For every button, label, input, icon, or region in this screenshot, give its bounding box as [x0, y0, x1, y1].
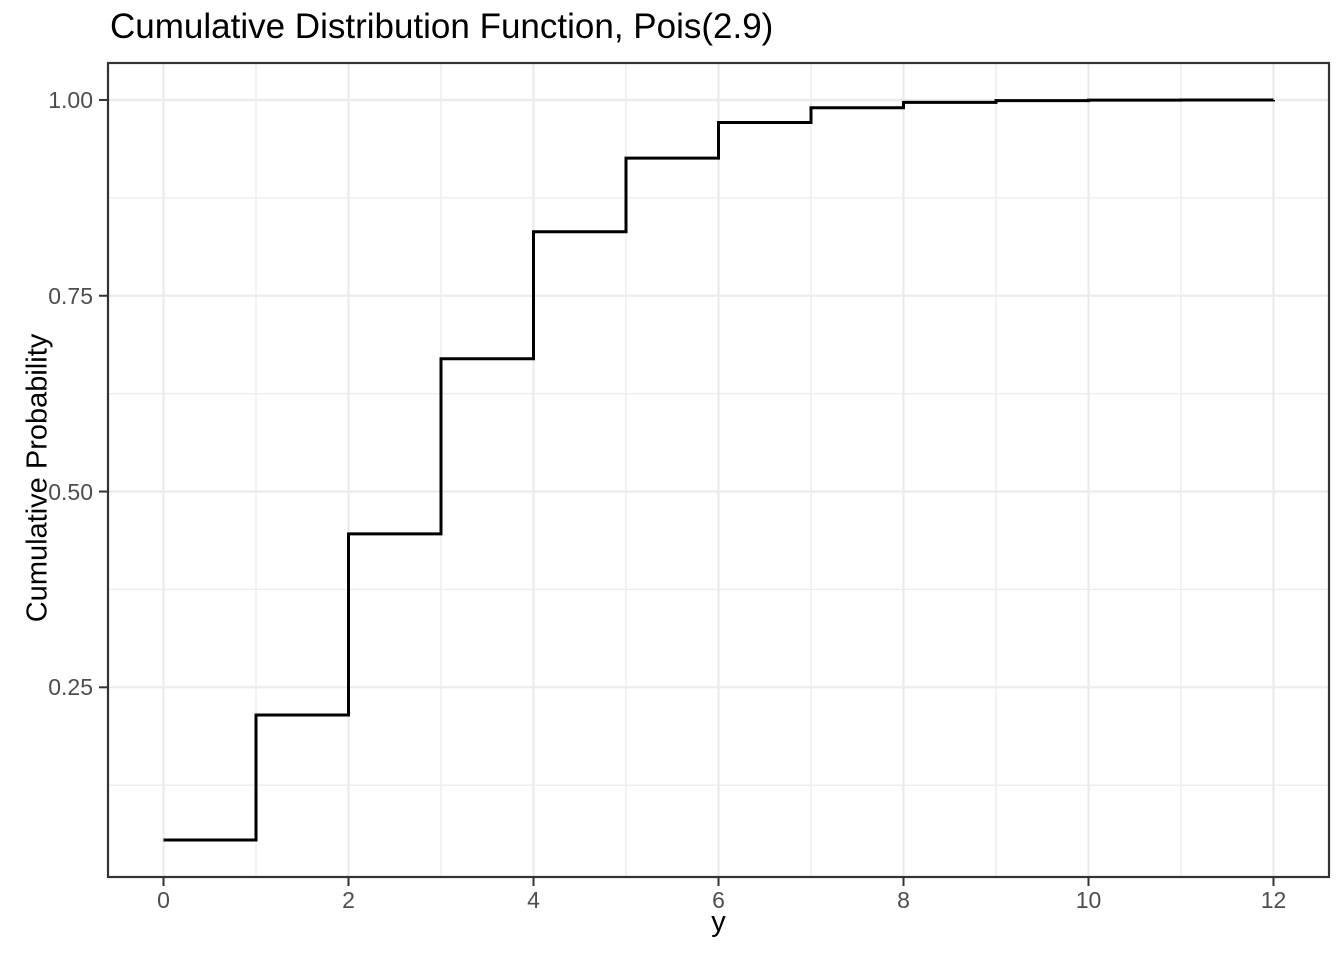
y-tick-label: 1.00 — [48, 86, 93, 113]
axis-tick-marks — [99, 98, 1275, 886]
y-tick-label: 0.75 — [48, 282, 93, 309]
x-axis-title: y — [711, 906, 726, 938]
cdf-step-line — [163, 98, 1275, 842]
y-tick-label: 0.25 — [48, 674, 93, 701]
x-tick-label: 6 — [712, 887, 725, 913]
y-axis-title: Cumulative Probability — [21, 333, 54, 623]
x-tick-label: 12 — [1260, 887, 1287, 913]
x-tick-label: 0 — [157, 887, 170, 913]
x-tick-label: 10 — [1075, 887, 1102, 913]
x-tick-label: 8 — [897, 887, 910, 913]
y-tick-label: 0.50 — [48, 478, 93, 505]
chart-title: Cumulative Distribution Function, Pois(2… — [110, 7, 774, 46]
x-tick-label: 2 — [342, 887, 355, 913]
x-tick-label: 4 — [527, 887, 540, 913]
major-gridlines — [108, 63, 1329, 877]
